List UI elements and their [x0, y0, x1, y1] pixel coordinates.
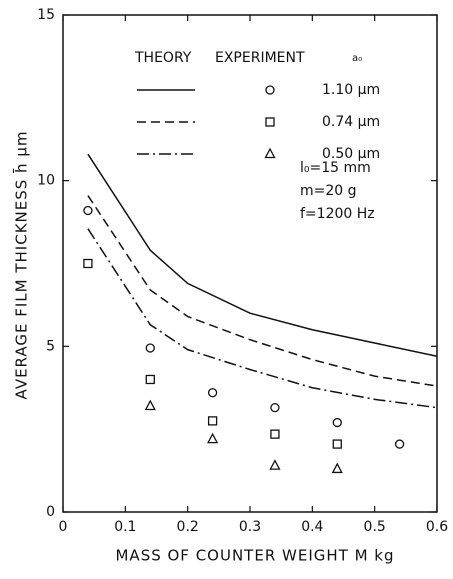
annotation: l₀=15 mm: [300, 160, 371, 176]
legend-label: 0.74 μm: [322, 114, 380, 130]
legend-marker: [265, 85, 275, 95]
legend-label: 1.10 μm: [322, 82, 380, 98]
marker-circle: [207, 388, 218, 398]
legend-label: 0.50 μm: [322, 146, 380, 162]
legend-header: THEORY: [134, 50, 192, 66]
y-tick-label: 5: [46, 338, 55, 354]
x-axis-label: MASS OF COUNTER WEIGHT M kg: [115, 547, 394, 565]
annotation: m=20 g: [300, 183, 357, 199]
marker-triangle: [331, 462, 343, 474]
marker-square: [207, 416, 218, 426]
marker-triangle: [207, 432, 219, 444]
x-tick-label: 0: [59, 519, 68, 535]
legend-header: EXPERIMENT: [215, 50, 305, 66]
marker-circle: [394, 439, 405, 449]
x-tick-label: 0.2: [177, 519, 199, 535]
theory-curve: [87, 153, 438, 358]
y-tick-label: 15: [37, 7, 55, 23]
plot-frame: [62, 14, 438, 513]
x-tick-label: 0.6: [426, 519, 448, 535]
marker-triangle: [144, 399, 156, 411]
x-tick-label: 0.3: [239, 519, 261, 535]
marker-circle: [83, 205, 93, 216]
x-tick-label: 0.5: [364, 519, 386, 535]
x-tick-label: 0.1: [114, 519, 136, 535]
marker-circle: [332, 417, 342, 428]
marker-square: [145, 374, 155, 385]
y-axis-label: AVERAGE FILM THICKNESS h̄ μm: [12, 131, 31, 400]
marker-triangle: [269, 459, 281, 470]
theory-curve: [87, 195, 438, 387]
marker-circle: [270, 402, 280, 413]
y-tick-label: 10: [37, 173, 55, 189]
legend-header: a₀: [352, 53, 362, 64]
y-tick-label: 0: [46, 504, 55, 520]
marker-square: [83, 258, 93, 269]
marker-square: [332, 439, 342, 449]
marker-square: [270, 429, 280, 439]
x-tick-label: 0.4: [301, 519, 323, 535]
annotation: f=1200 Hz: [300, 206, 375, 222]
legend-marker: [264, 147, 276, 159]
legend-marker: [265, 117, 275, 127]
theory-curve: [87, 228, 438, 409]
marker-circle: [145, 343, 155, 353]
